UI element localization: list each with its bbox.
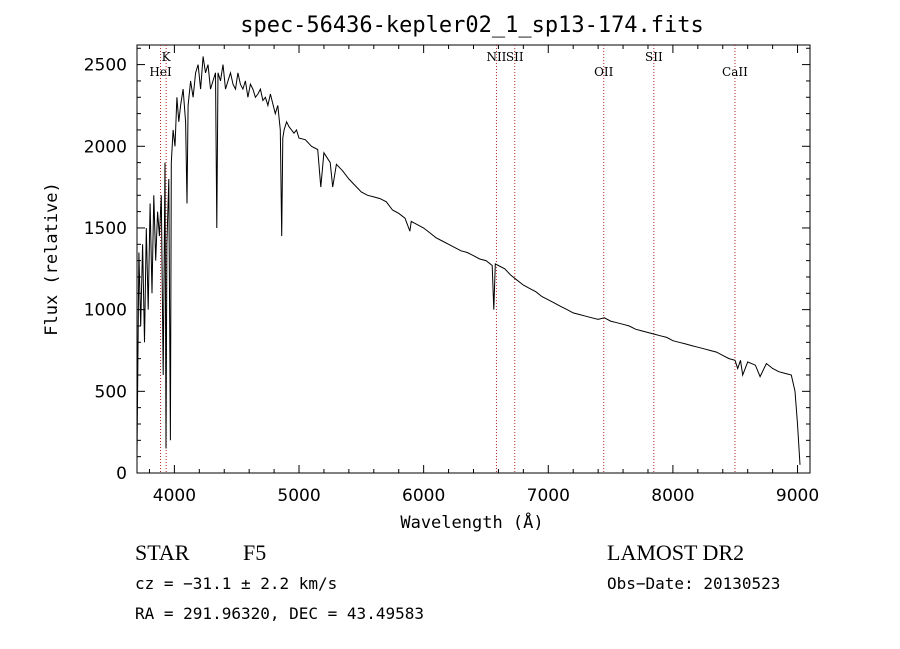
y-tick-label: 1000 [84, 301, 127, 321]
x-tick-label: 6000 [402, 486, 445, 506]
spectral-subclass: F5 [243, 540, 267, 565]
reference-lines [160, 45, 736, 473]
x-axis-label: Wavelength (Å) [400, 511, 543, 533]
reference-line-label: NII [486, 50, 506, 64]
x-tick-label: 8000 [651, 486, 694, 506]
redshift-velocity: cz = −31.1 ± 2.2 km/s [135, 574, 338, 593]
reference-line-label: OII [594, 65, 614, 79]
plot-frame [136, 44, 811, 474]
survey-name: LAMOST DR2 [607, 540, 745, 565]
sky-coordinates: RA = 291.96320, DEC = 43.49583 [135, 604, 424, 623]
x-tick-label: 7000 [527, 486, 570, 506]
observation-date: Obs−Date: 20130523 [607, 574, 781, 593]
chart-title: spec-56436-kepler02_1_sp13-174.fits [240, 13, 704, 38]
y-tick-label: 500 [95, 382, 127, 402]
y-axis-label: Flux (relative) [42, 182, 62, 336]
x-axis-ticks: 4000 5000 6000 7000 8000 9000 [148, 45, 819, 506]
reference-line-label: K [162, 50, 172, 64]
y-tick-label: 2500 [84, 56, 127, 76]
x-tick-label: 5000 [277, 486, 320, 506]
spectrum-line [136, 56, 801, 465]
object-type: STAR [135, 540, 190, 565]
reference-line-label: HeI [149, 65, 172, 79]
y-tick-label: 0 [116, 464, 127, 484]
reference-line-label: SII [645, 50, 663, 64]
y-tick-label: 1500 [84, 219, 127, 239]
y-axis-ticks: 0 500 1000 1500 2000 2500 [84, 47, 810, 484]
reference-line-label: SII [506, 50, 524, 64]
x-tick-label: 4000 [153, 486, 196, 506]
x-tick-label: 9000 [776, 486, 819, 506]
y-tick-label: 2000 [84, 137, 127, 157]
reference-line-label: CaII [722, 65, 748, 79]
